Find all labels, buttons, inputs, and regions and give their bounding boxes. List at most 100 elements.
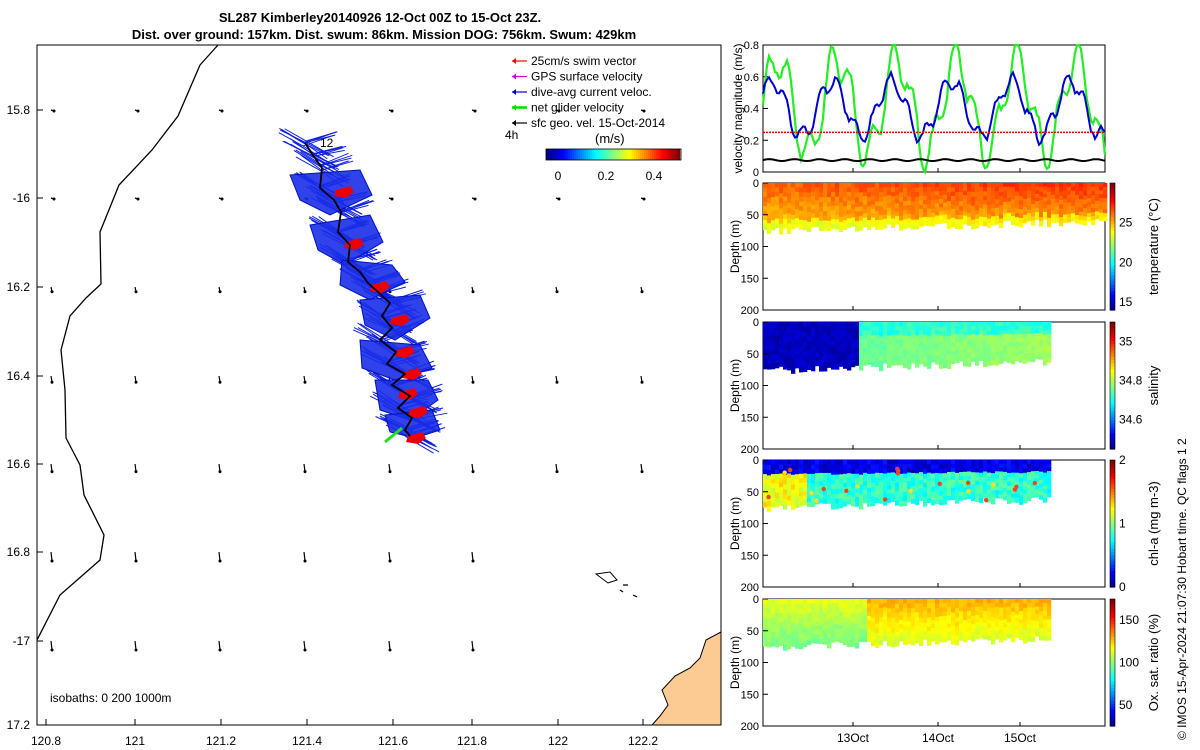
data-cell [847,196,852,202]
data-cell [1019,486,1024,492]
colorbar-cell [1110,491,1115,496]
data-cell [967,326,972,332]
data-cell [971,468,976,473]
data-cell [867,192,872,198]
data-cell [1007,326,1012,331]
data-cell [815,213,820,219]
data-cell [1039,191,1044,197]
data-cell [779,357,784,363]
data-cell [991,191,996,197]
data-cell [1027,198,1032,203]
data-cell [807,322,812,328]
data-cell [979,481,984,486]
data-cell [831,214,836,220]
colorbar-tick-label: 35 [1119,335,1133,349]
data-cell [831,350,836,356]
data-cell [855,496,860,503]
data-cell [867,196,872,203]
data-cell [839,216,844,223]
data-cell [1043,343,1048,349]
colorbar-cell [1110,331,1115,336]
data-cell [1079,215,1084,221]
data-cell [927,345,932,351]
data-cell [963,471,968,477]
data-cell [951,487,956,493]
data-cell [907,345,912,351]
data-cell [895,636,900,642]
data-cell [927,221,932,227]
data-cell [967,357,972,363]
data-cell [811,483,816,489]
data-cell [863,360,868,366]
data-cell [871,213,876,219]
data-cell [847,637,852,643]
data-cell [971,607,976,613]
data-cell [799,604,804,610]
data-cell [835,607,840,613]
data-cell [855,628,860,634]
data-cell [891,632,896,638]
data-cell [1063,198,1068,204]
data-cell [1019,330,1024,335]
data-cell [803,477,808,483]
data-cell [1003,631,1008,637]
data-cell [1019,599,1024,604]
data-cell [803,336,808,343]
data-cell [819,494,824,500]
data-cell [875,215,880,221]
data-cell [1043,212,1048,217]
data-cell [795,498,800,504]
data-cell [879,360,884,367]
data-cell [911,494,916,500]
data-cell [871,608,876,614]
data-cell [987,631,992,637]
data-cell [1003,329,1008,335]
data-cell [847,326,852,333]
y-tick-label: 0.6 [744,72,759,84]
series-geostrophic [762,158,1106,163]
data-cell [1099,197,1104,203]
data-cell [787,331,792,337]
y-tick-label: -17 [13,634,31,648]
data-cell [819,202,824,208]
data-cell [1047,463,1052,468]
data-cell [995,611,1000,616]
data-cell [995,334,1000,340]
geo-velocity-arrow [303,551,307,563]
data-cell [1047,489,1052,494]
data-cell [879,331,884,338]
data-cell [1039,607,1044,612]
data-cell [923,208,928,214]
data-cell [859,326,864,333]
data-cell [831,364,836,370]
data-cell [803,215,808,221]
data-cell [911,635,916,641]
data-cell [831,603,836,609]
data-cell [843,469,848,475]
data-cell [987,627,992,633]
data-cell [963,211,968,217]
data-cell [827,183,832,189]
data-cell [775,627,780,634]
data-cell [1043,460,1048,465]
data-cell [791,205,796,211]
colorbar-cell [668,149,671,160]
data-cell [1003,611,1008,616]
data-cell [919,342,924,348]
data-cell [1007,322,1012,327]
data-cell [859,183,864,189]
data-cell [999,482,1004,488]
data-cell [1099,194,1104,199]
data-cell [771,326,776,332]
data-cell [911,473,916,478]
data-cell [1083,208,1088,213]
x-tick-label: 121.8 [457,734,487,748]
y-tick-label: 0 [753,317,759,329]
data-cell [955,205,960,211]
data-cell [807,364,812,370]
data-cell [823,197,828,203]
data-cell [771,488,776,494]
data-cell [767,613,772,619]
x-tick-label: 121.6 [378,734,408,748]
y-tick-label: 0 [753,594,759,606]
